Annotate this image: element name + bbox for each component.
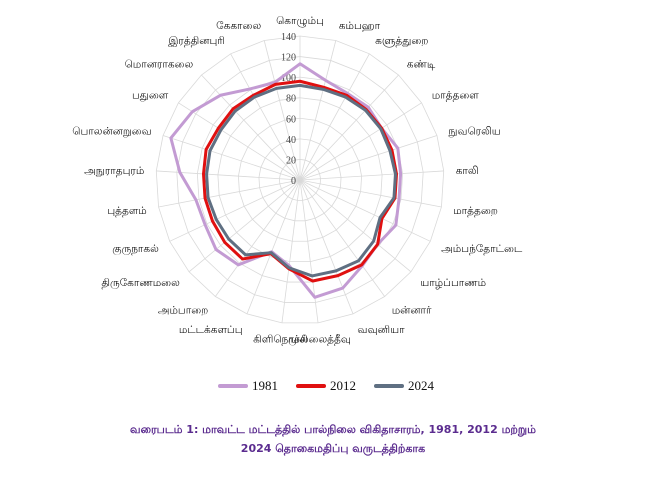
spoke-18 xyxy=(158,179,301,208)
spoke-22 xyxy=(201,74,301,181)
category-label: மாத்தளை xyxy=(432,89,480,101)
category-label: மட்டக்களப்பு xyxy=(179,324,243,336)
category-label: காலி xyxy=(456,165,479,177)
spoke-15 xyxy=(215,179,301,297)
tick-label: 60 xyxy=(286,114,296,125)
spoke-9 xyxy=(299,179,412,273)
category-label: அம்பந்தோட்டை xyxy=(441,243,523,255)
spoke-16 xyxy=(188,179,301,273)
grid-ring-100 xyxy=(196,76,404,283)
category-label: குருநாகல் xyxy=(112,243,159,257)
caption-line-1: வரைபடம் 1: மாவட்ட மட்டத்தில் பால்நிலை வி… xyxy=(130,423,536,436)
grid-ring-60 xyxy=(238,117,362,242)
category-label: நுவரெலிய xyxy=(448,126,500,138)
category-label: பொலன்னறுவை xyxy=(72,126,151,138)
figure-caption: வரைபடம் 1: மாவட்ட மட்டத்தில் பால்நிலை வி… xyxy=(0,420,666,458)
category-label: மாத்தறை xyxy=(453,205,498,217)
radar-chart: 0 20 40 60 80 100 120 140 கொழும்பு கம்பஹா களுத்து… xyxy=(72,15,523,346)
tick-label: 20 xyxy=(286,155,296,166)
category-label: புத்தளம் xyxy=(107,205,147,217)
legend-swatch-2024 xyxy=(374,384,404,388)
category-label: கிளிநொச்சி xyxy=(253,334,308,346)
spoke-7 xyxy=(299,179,442,208)
legend-swatch-1981 xyxy=(218,384,248,388)
category-label: கொழும்பு xyxy=(276,15,324,28)
category-label: கேகாலை xyxy=(216,20,261,32)
category-label: கண்டி xyxy=(407,58,436,70)
spoke-21 xyxy=(178,102,301,181)
category-labels: கொழும்பு கம்பஹா களுத்துறை கண்டி மாத்தளை நுவரெ… xyxy=(72,15,523,346)
legend-item-2024: 2024 xyxy=(374,378,434,394)
category-label: களுத்துறை xyxy=(375,35,428,48)
grid-ring-20 xyxy=(279,159,321,201)
category-label: கம்பஹா xyxy=(339,20,381,32)
spoke-24 xyxy=(263,40,301,181)
spoke-11 xyxy=(299,179,354,315)
caption-line-2: 2024 தொகைமதிப்பு வருடத்திற்காக xyxy=(240,442,426,455)
category-label: இரத்தினபுரி xyxy=(168,35,225,47)
spoke-4 xyxy=(299,102,422,181)
radar-series xyxy=(169,62,403,299)
tick-label: 100 xyxy=(281,73,296,84)
legend-label-1981: 1981 xyxy=(252,378,278,393)
spoke-14 xyxy=(246,179,301,315)
spoke-2 xyxy=(299,53,370,181)
category-label: வவுனியா xyxy=(357,324,405,336)
category-label: யாழ்ப்பாணம் xyxy=(420,277,486,289)
radial-tick-labels: 0 20 40 60 80 100 120 140 xyxy=(281,32,296,187)
category-label: அம்பாறை xyxy=(158,304,209,316)
category-label: அநுராதபுரம் xyxy=(84,165,145,177)
spoke-10 xyxy=(299,179,385,297)
legend-label-2024: 2024 xyxy=(408,378,434,393)
tick-label: 80 xyxy=(286,94,296,105)
tick-label: 120 xyxy=(281,53,296,64)
radar-grid xyxy=(155,35,445,324)
legend-label-2012: 2012 xyxy=(330,378,356,393)
tick-label: 140 xyxy=(281,32,296,43)
spoke-19 xyxy=(156,170,301,181)
grid-ring-40 xyxy=(258,138,342,222)
legend: 1981 2012 2024 xyxy=(218,378,434,394)
spoke-1 xyxy=(299,40,337,181)
legend-item-2012: 2012 xyxy=(296,378,356,394)
category-label: முல்லைத்தீவு xyxy=(288,334,351,346)
legend-item-1981: 1981 xyxy=(218,378,278,394)
spoke-3 xyxy=(299,74,399,181)
legend-swatch-2012 xyxy=(296,384,326,388)
spoke-17 xyxy=(169,179,301,242)
series-line-2024 xyxy=(205,83,397,278)
spoke-12 xyxy=(299,179,319,323)
category-label: திருகோணமலை xyxy=(101,277,180,289)
tick-label: 0 xyxy=(291,176,296,187)
grid-ring-80 xyxy=(217,97,383,263)
spoke-6 xyxy=(299,170,444,181)
spoke-23 xyxy=(230,53,301,181)
grid-ring-120 xyxy=(176,56,424,303)
tick-label: 40 xyxy=(286,135,296,146)
spoke-20 xyxy=(162,135,301,181)
grid-ring-140 xyxy=(155,35,445,324)
category-label: மொனராகலை xyxy=(125,58,194,70)
spoke-8 xyxy=(299,179,431,242)
category-label: மன்னார் xyxy=(392,304,432,316)
spoke-13 xyxy=(281,179,301,323)
category-label: பதுளை xyxy=(132,89,169,101)
spoke-5 xyxy=(299,135,438,181)
